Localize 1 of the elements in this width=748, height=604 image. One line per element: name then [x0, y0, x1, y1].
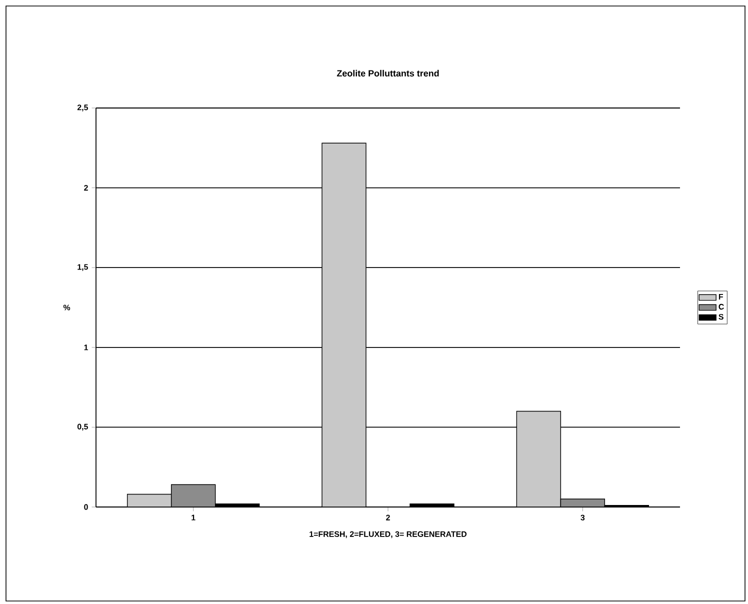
- chart-title: Zeolite Polluttants trend: [336, 70, 439, 77]
